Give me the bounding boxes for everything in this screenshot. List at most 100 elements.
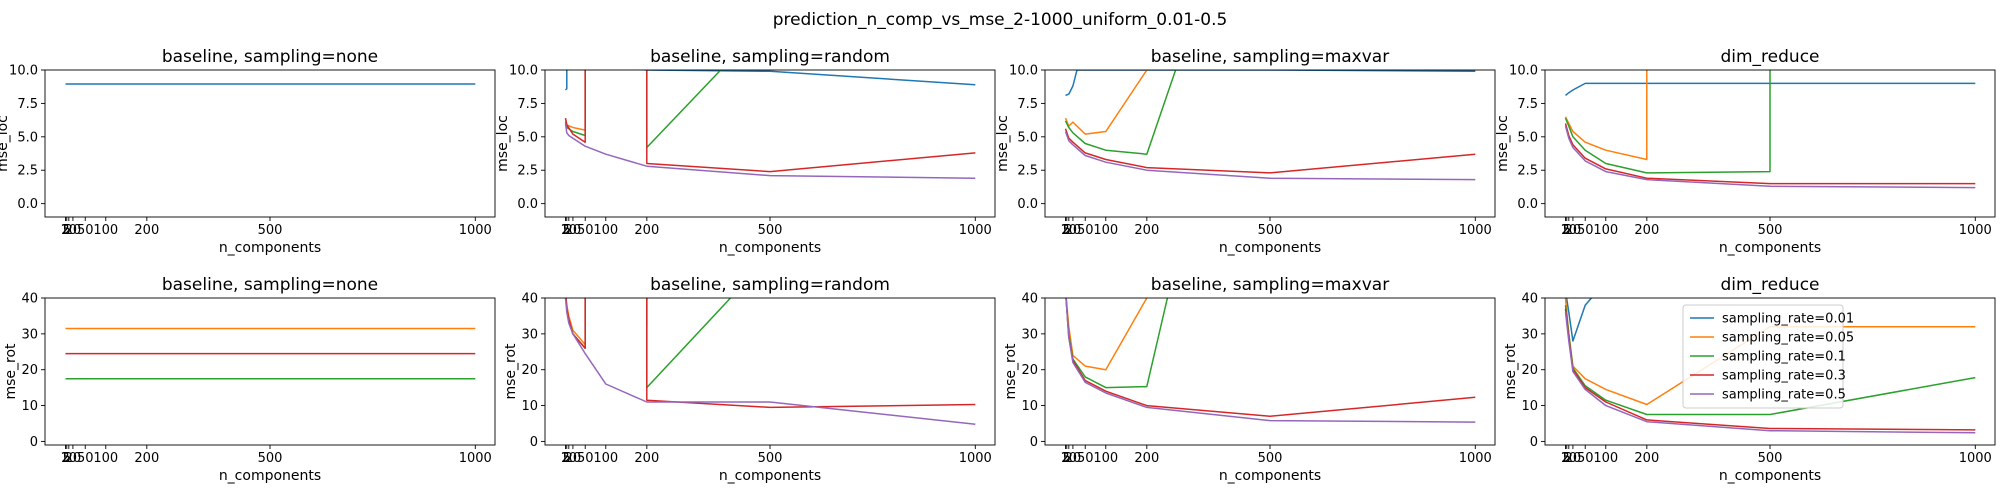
y-axis-label: mse_loc [495, 115, 511, 172]
x-tick-label: 2 [1561, 451, 1569, 466]
y-tick-label: 10.0 [1009, 64, 1038, 79]
y-tick-label: 5.0 [1517, 130, 1538, 145]
x-tick-label: 500 [758, 223, 783, 238]
subplot-title: baseline, sampling=none [162, 275, 378, 295]
legend-label: sampling_rate=0.3 [1722, 369, 1846, 384]
x-tick-label: 100 [593, 451, 618, 466]
y-tick-label: 5.0 [17, 130, 38, 145]
y-tick-label: 0.0 [517, 197, 538, 212]
x-tick-label: 1000 [459, 223, 492, 238]
y-tick-label: 10 [1021, 399, 1038, 414]
y-tick-label: 0.0 [1517, 197, 1538, 212]
x-tick-label: 2 [1561, 223, 1569, 238]
series-line-sampling-rate-0-01 [1565, 82, 1976, 96]
y-axis-label: mse_rot [503, 343, 519, 400]
x-tick-label: 500 [258, 451, 283, 466]
x-tick-label: 50 [1577, 223, 1594, 238]
figure-title: prediction_n_comp_vs_mse_2-1000_uniform_… [773, 10, 1228, 30]
x-axis-label: n_components [719, 240, 821, 256]
y-tick-label: 0 [1530, 435, 1538, 450]
x-tick-label: 1000 [959, 223, 992, 238]
x-tick-label: 500 [1758, 451, 1783, 466]
x-tick-label: 2 [61, 223, 69, 238]
y-axis-label: mse_rot [1003, 343, 1019, 400]
y-tick-label: 10 [1521, 399, 1538, 414]
x-tick-label: 1000 [1459, 223, 1492, 238]
x-axis-label: n_components [219, 468, 321, 484]
x-tick-label: 2 [561, 223, 569, 238]
y-tick-label: 5.0 [517, 130, 538, 145]
x-axis-label: n_components [1219, 468, 1321, 484]
y-tick-label: 0 [30, 435, 38, 450]
y-tick-label: 0.0 [17, 197, 38, 212]
y-tick-label: 10.0 [509, 64, 538, 79]
series-group [564, 70, 976, 179]
series-line-sampling-rate-0-5 [1064, 131, 1476, 181]
series-line-sampling-rate-0-5 [1564, 312, 1976, 434]
x-tick-label: 2 [1061, 451, 1069, 466]
series-line-sampling-rate-0-05 [1564, 70, 1648, 161]
y-tick-label: 40 [21, 292, 38, 307]
x-tick-label: 20 [65, 451, 82, 466]
series-line-sampling-rate-0-3 [1564, 123, 1976, 185]
series-line-sampling-rate-0-5 [564, 123, 976, 179]
x-tick-label: 200 [1134, 223, 1159, 238]
x-tick-label: 50 [77, 223, 94, 238]
legend-box [1682, 304, 1844, 409]
x-tick-label: 50 [577, 223, 594, 238]
x-tick-label: 5 [563, 451, 571, 466]
x-tick-label: 200 [1634, 223, 1659, 238]
x-tick-label: 5 [1063, 223, 1071, 238]
y-tick-label: 7.5 [1017, 97, 1038, 112]
x-tick-label: 100 [1093, 451, 1118, 466]
x-tick-label: 10 [1061, 223, 1078, 238]
x-tick-label: 100 [93, 223, 118, 238]
y-tick-label: 30 [1021, 327, 1038, 342]
y-tick-label: 7.5 [1517, 97, 1538, 112]
y-tick-label: 10 [521, 399, 538, 414]
y-tick-label: 20 [21, 363, 38, 378]
y-tick-label: 0 [530, 435, 538, 450]
x-tick-label: 2 [561, 451, 569, 466]
series-group [65, 327, 476, 380]
y-tick-label: 2.5 [1017, 164, 1038, 179]
y-tick-label: 40 [1521, 292, 1538, 307]
series-line-sampling-rate-0-5 [1065, 298, 1476, 423]
x-tick-label: 1000 [1959, 223, 1992, 238]
x-tick-label: 500 [758, 451, 783, 466]
x-tick-label: 200 [1634, 451, 1659, 466]
legend-label: sampling_rate=0.01 [1722, 312, 1854, 327]
y-tick-label: 20 [1521, 363, 1538, 378]
y-tick-label: 7.5 [517, 97, 538, 112]
y-tick-label: 20 [521, 363, 538, 378]
series-line-sampling-rate-0-5 [564, 298, 976, 425]
y-axis-label: mse_rot [1503, 343, 1519, 400]
legend-label: sampling_rate=0.05 [1722, 331, 1854, 346]
x-axis-label: n_components [1219, 240, 1321, 256]
x-tick-label: 10 [61, 223, 78, 238]
x-tick-label: 20 [1065, 223, 1082, 238]
x-tick-label: 5 [1563, 451, 1571, 466]
x-axis-label: n_components [1719, 240, 1821, 256]
x-tick-label: 20 [565, 451, 582, 466]
y-axis-label: mse_loc [995, 115, 1011, 172]
x-tick-label: 20 [1565, 451, 1582, 466]
x-tick-label: 5 [563, 223, 571, 238]
x-tick-label: 10 [561, 223, 578, 238]
x-axis-label: n_components [219, 240, 321, 256]
series-group [564, 298, 976, 425]
x-tick-label: 50 [77, 451, 94, 466]
y-tick-label: 30 [1521, 327, 1538, 342]
series-line-sampling-rate-0-01 [1565, 298, 1593, 342]
x-tick-label: 50 [1077, 451, 1094, 466]
subplot-title: baseline, sampling=random [650, 47, 890, 67]
x-tick-label: 20 [565, 223, 582, 238]
x-tick-label: 50 [1077, 223, 1094, 238]
x-tick-label: 500 [1758, 223, 1783, 238]
series-line-sampling-rate-0-01 [564, 70, 976, 91]
x-tick-label: 1000 [459, 451, 492, 466]
